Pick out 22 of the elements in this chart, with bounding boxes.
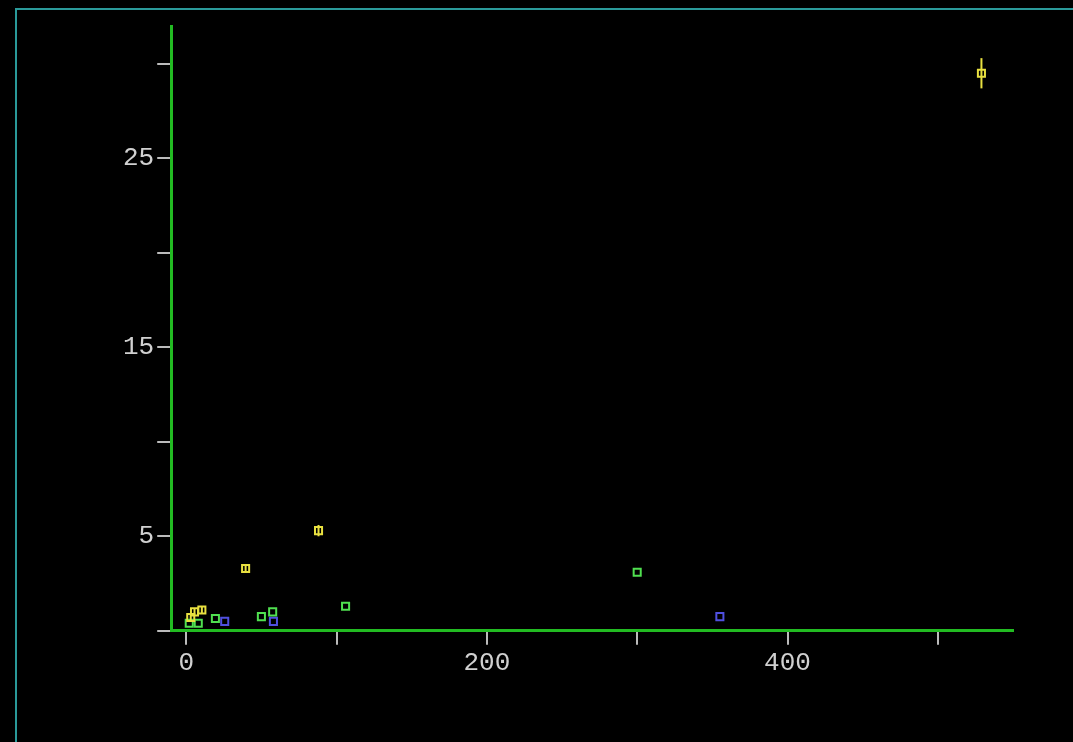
point	[256, 612, 266, 622]
point	[715, 612, 725, 622]
point	[341, 601, 351, 611]
point	[197, 605, 207, 615]
point	[220, 616, 230, 626]
point	[241, 563, 251, 573]
y-tick-label: 5	[138, 521, 155, 552]
point	[313, 526, 324, 536]
x-tick-label: 200	[463, 648, 511, 679]
point	[189, 607, 200, 617]
y-tick-label: 25	[122, 143, 155, 174]
x-tick-label: 0	[178, 648, 195, 679]
point	[186, 613, 196, 623]
point	[268, 607, 278, 617]
point	[632, 567, 642, 577]
point	[184, 618, 194, 628]
point	[976, 68, 986, 78]
y-tick-label: 15	[122, 332, 155, 363]
x-tick-label: 400	[764, 648, 811, 679]
point	[268, 616, 278, 626]
point	[193, 618, 203, 628]
point	[210, 613, 220, 624]
